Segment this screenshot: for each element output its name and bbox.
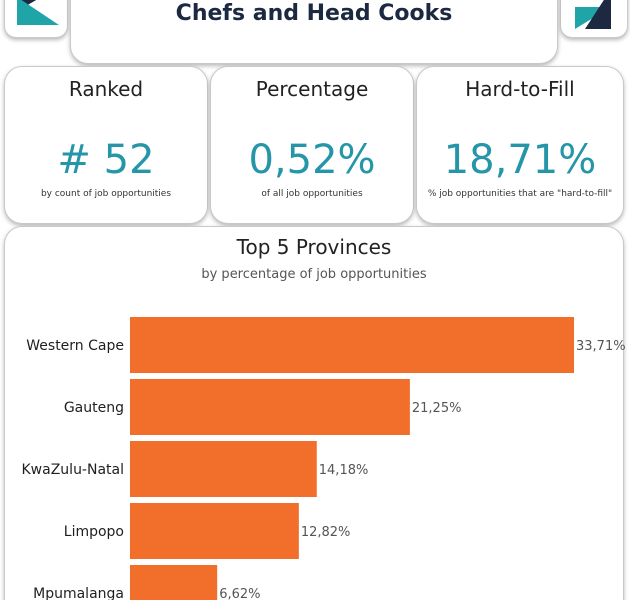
category-label: Mpumalanga — [33, 586, 124, 600]
kpi-subtext: by count of job opportunities — [40, 189, 172, 199]
category-label: Western Cape — [26, 338, 124, 354]
kpi-label: Ranked — [68, 77, 144, 101]
category-label: Limpopo — [64, 524, 124, 540]
category-label: Gauteng — [64, 400, 124, 416]
chart-card: Top 5 Provinces by percentage of job opp… — [4, 226, 625, 600]
bar-gauteng — [130, 379, 410, 435]
brand-logo-icon — [17, 0, 59, 25]
kpi-label: Hard-to-Fill — [465, 77, 575, 101]
chart-title: Top 5 Provinces — [236, 235, 392, 259]
kpi-subtext: % job opportunities that are "hard-to-fi… — [427, 189, 613, 199]
data-label: 21,25% — [412, 401, 462, 416]
bar-chart: Western Cape 33,71% Gauteng 21,25% KwaZulu-N… — [22, 317, 625, 600]
chart-subtitle: by percentage of job opportunities — [201, 267, 427, 282]
right-logo-box — [560, 0, 628, 38]
kpi-value: # 52 — [57, 137, 155, 183]
brand-logo-icon — [575, 0, 611, 29]
kpi-label: Percentage — [255, 77, 369, 101]
left-logo-box — [4, 0, 68, 38]
data-label: 33,71% — [576, 339, 625, 354]
kpi-subtext: of all job opportunities — [261, 189, 363, 199]
data-label: 14,18% — [319, 463, 369, 478]
data-label: 12,82% — [301, 525, 351, 540]
data-label: 6,62% — [219, 587, 260, 600]
bar-limpopo — [130, 503, 299, 559]
kpi-card-hard-to-fill: Hard-to-Fill 18,71% % job opportunities … — [416, 66, 624, 224]
title-card: Chefs and Head Cooks — [70, 0, 558, 64]
bar-mpumalanga — [130, 565, 218, 600]
kpi-value: 18,71% — [443, 137, 597, 183]
bar-kwazulu-natal — [130, 441, 317, 497]
page-title: Chefs and Head Cooks — [175, 1, 453, 26]
kpi-card-ranked: Ranked # 52 by count of job opportunitie… — [4, 66, 208, 224]
category-label: KwaZulu-Natal — [22, 462, 125, 478]
kpi-value: 0,52% — [248, 137, 376, 183]
bar-western-cape — [130, 317, 574, 373]
kpi-card-percentage: Percentage 0,52% of all job opportunitie… — [210, 66, 414, 224]
